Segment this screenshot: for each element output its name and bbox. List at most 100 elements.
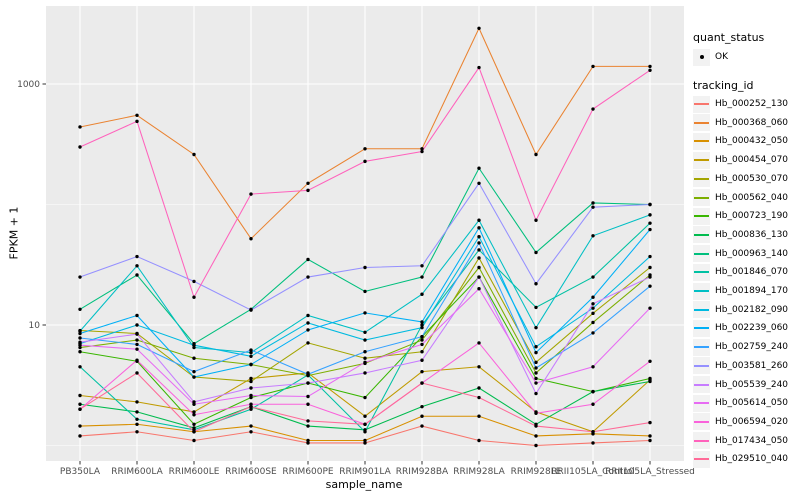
data-point <box>78 275 82 279</box>
data-point <box>363 147 367 151</box>
legend-item: Hb_002759_240 <box>693 338 788 356</box>
data-point <box>363 350 367 354</box>
legend-item-label: Hb_000723_190 <box>715 211 789 222</box>
data-point <box>534 350 538 355</box>
legend-item: Hb_000963_140 <box>693 245 788 263</box>
data-point <box>78 434 82 438</box>
data-point <box>135 430 139 434</box>
data-point <box>534 424 538 428</box>
data-point <box>591 107 595 111</box>
data-point <box>192 413 196 417</box>
legend-key-line <box>693 151 710 169</box>
data-point <box>477 265 481 270</box>
legend-item-label: Hb_000454_070 <box>715 155 789 166</box>
data-point <box>78 402 82 406</box>
data-point <box>534 305 538 310</box>
data-point <box>420 264 424 268</box>
data-point <box>648 202 652 207</box>
data-point <box>306 394 310 399</box>
data-point <box>648 434 652 438</box>
data-point <box>534 345 538 349</box>
data-point <box>135 422 139 426</box>
data-point <box>135 254 139 259</box>
data-point <box>249 430 253 434</box>
data-point <box>78 345 82 350</box>
data-point <box>477 365 481 369</box>
data-point <box>534 152 538 157</box>
data-point <box>648 359 652 363</box>
data-point <box>534 391 538 396</box>
data-point <box>648 213 652 217</box>
data-point <box>420 334 424 339</box>
line-swatch-icon <box>694 215 709 218</box>
legend-item: Hb_001846_070 <box>693 263 788 281</box>
data-point <box>420 369 424 374</box>
data-point <box>306 328 310 332</box>
legend-key-line <box>693 394 710 412</box>
data-point <box>534 443 538 448</box>
data-point <box>135 371 139 375</box>
line-swatch-icon <box>694 159 709 162</box>
data-point <box>477 248 481 252</box>
data-point <box>591 430 595 434</box>
data-point <box>135 313 139 318</box>
data-point <box>78 407 82 411</box>
x-tick-label: RRIM600SE <box>225 467 277 477</box>
data-point <box>591 331 595 335</box>
x-axis-title: sample_name <box>325 478 403 491</box>
legend-key-line <box>693 95 710 113</box>
x-tick-label: PB350LA <box>60 467 101 477</box>
data-point <box>306 341 310 345</box>
legend-key-line <box>693 432 710 450</box>
data-point <box>591 306 595 310</box>
legend-item: Hb_005614_050 <box>693 394 788 412</box>
data-point <box>249 404 253 409</box>
data-point <box>591 205 595 209</box>
line-swatch-icon <box>694 196 709 199</box>
x-tick-label: RRIM600LE <box>169 467 220 477</box>
data-point <box>249 386 253 390</box>
line-swatch-icon <box>694 271 709 274</box>
legend-key-line <box>693 376 710 393</box>
data-point <box>534 371 538 375</box>
data-point <box>648 379 652 384</box>
data-point <box>420 414 424 418</box>
data-point <box>249 376 253 381</box>
data-point <box>306 424 310 428</box>
data-point <box>648 265 652 270</box>
data-point <box>648 376 652 381</box>
legend-item-label: Hb_000530_070 <box>715 173 789 184</box>
legend-title-quant-status: quant_status <box>693 31 765 44</box>
data-point <box>648 227 652 232</box>
x-tick-label: RRIM928LE <box>511 467 562 477</box>
legend-item-label: Hb_002239_060 <box>715 323 789 334</box>
data-point <box>135 332 139 336</box>
data-point <box>477 438 481 443</box>
data-point <box>249 379 253 384</box>
data-point <box>534 218 538 222</box>
data-point <box>420 381 424 385</box>
legend-item: Hb_003581_260 <box>693 357 788 375</box>
data-point <box>648 420 652 425</box>
data-point <box>192 369 196 374</box>
data-point <box>78 307 82 311</box>
legend-item: Hb_000454_070 <box>693 151 788 169</box>
line-swatch-icon <box>694 308 709 311</box>
legend-item: Hb_002182_090 <box>693 301 788 319</box>
legend-item-label: Hb_006594_020 <box>715 416 789 427</box>
data-point <box>420 350 424 354</box>
data-point <box>648 275 652 279</box>
data-point <box>477 256 481 260</box>
line-swatch-icon <box>694 383 709 386</box>
legend-item: Hb_001894_170 <box>693 282 788 300</box>
data-point <box>477 26 481 30</box>
data-point <box>477 181 481 185</box>
data-point <box>192 152 196 157</box>
data-point <box>78 336 82 340</box>
legend-item-label: Hb_002182_090 <box>715 304 789 315</box>
legend-item-label: Hb_003581_260 <box>715 360 789 371</box>
data-point <box>249 192 253 196</box>
legend-item-label: Hb_001894_170 <box>715 286 789 296</box>
line-swatch-icon <box>694 121 709 124</box>
legend-key-line <box>693 132 710 150</box>
